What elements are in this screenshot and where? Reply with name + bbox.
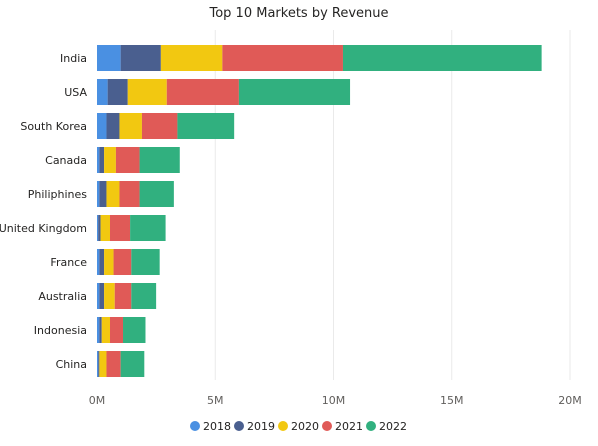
bar-segment-2018[interactable] [97, 181, 100, 207]
legend-marker [190, 421, 200, 431]
bar-segment-2022[interactable] [139, 181, 174, 207]
x-tick-label: 0M [89, 394, 106, 407]
category-label: Indonesia [34, 324, 87, 337]
bar-segment-2019[interactable] [99, 181, 107, 207]
category-axis: India USA South Korea Canada Philiphines Unit… [0, 52, 87, 371]
legend-label: 2018 [203, 420, 231, 433]
category-label: Philiphines [28, 188, 88, 201]
bar-segment-2021[interactable] [114, 283, 132, 309]
bar-segment-2022[interactable] [123, 317, 146, 343]
bar-segment-2018[interactable] [97, 283, 100, 309]
value-axis: 0M 5M 10M 15M 20M [89, 394, 582, 407]
bar-segment-2019[interactable] [98, 215, 101, 241]
x-tick-label: 10M [322, 394, 346, 407]
bar-segment-2020[interactable] [104, 249, 114, 275]
bar-segment-2018[interactable] [97, 351, 99, 377]
bar-segment-2021[interactable] [166, 79, 239, 105]
bar-segment-2020[interactable] [119, 113, 142, 139]
bar-segment-2020[interactable] [101, 317, 111, 343]
bar-segment-2020[interactable] [99, 351, 107, 377]
bar-segment-2018[interactable] [97, 113, 107, 139]
bar-segment-2020[interactable] [104, 283, 115, 309]
bar-segment-2022[interactable] [131, 249, 160, 275]
bar-segment-2019[interactable] [99, 147, 105, 173]
category-label: United Kingdom [0, 222, 87, 235]
bar-segment-2019[interactable] [99, 283, 105, 309]
bar-segment-2018[interactable] [97, 79, 108, 105]
bar-segment-2019[interactable] [98, 351, 100, 377]
bar-series [97, 45, 542, 377]
bar-segment-2019[interactable] [120, 45, 161, 71]
bar-segment-2021[interactable] [119, 181, 140, 207]
bar-segment-2022[interactable] [120, 351, 145, 377]
legend-item[interactable]: 2018 [190, 420, 231, 433]
bar-segment-2020[interactable] [104, 147, 116, 173]
bar-segment-2021[interactable] [222, 45, 343, 71]
bar-segment-2018[interactable] [97, 147, 100, 173]
bar-segment-2020[interactable] [106, 181, 120, 207]
bar-segment-2022[interactable] [177, 113, 235, 139]
bar-segment-2019[interactable] [99, 317, 102, 343]
bar-segment-2018[interactable] [97, 45, 121, 71]
category-label: Australia [38, 290, 87, 303]
legend-label: 2022 [379, 420, 407, 433]
bar-segment-2021[interactable] [110, 317, 124, 343]
x-tick-label: 15M [440, 394, 464, 407]
bar-segment-2022[interactable] [342, 45, 542, 71]
legend-label: 2021 [335, 420, 363, 433]
bar-segment-2021[interactable] [106, 351, 121, 377]
legend-item[interactable]: 2021 [322, 420, 363, 433]
bar-segment-2021[interactable] [141, 113, 178, 139]
chart-title: Top 10 Markets by Revenue [208, 6, 388, 21]
legend-item[interactable]: 2020 [278, 420, 319, 433]
legend-marker [234, 421, 244, 431]
legend-label: 2020 [291, 420, 319, 433]
bar-segment-2018[interactable] [97, 249, 100, 275]
category-label: Canada [45, 154, 87, 167]
legend-marker [322, 421, 332, 431]
bar-segment-2019[interactable] [107, 79, 128, 105]
legend-label: 2019 [247, 420, 275, 433]
category-label: France [50, 256, 87, 269]
legend-item[interactable]: 2019 [234, 420, 275, 433]
bar-segment-2020[interactable] [160, 45, 223, 71]
bar-segment-2022[interactable] [238, 79, 351, 105]
category-label: China [56, 358, 87, 371]
category-label: India [60, 52, 87, 65]
bar-segment-2021[interactable] [110, 215, 131, 241]
bar-segment-2019[interactable] [106, 113, 120, 139]
legend: 2018 2019 2020 2021 2022 [190, 420, 407, 433]
bar-segment-2021[interactable] [115, 147, 140, 173]
x-tick-label: 20M [558, 394, 582, 407]
category-label: South Korea [20, 120, 87, 133]
bar-segment-2020[interactable] [100, 215, 111, 241]
bar-segment-2020[interactable] [127, 79, 167, 105]
x-tick-label: 5M [207, 394, 224, 407]
bar-segment-2021[interactable] [113, 249, 132, 275]
category-label: USA [64, 86, 87, 99]
bar-segment-2022[interactable] [139, 147, 180, 173]
bar-segment-2018[interactable] [97, 215, 99, 241]
legend-item[interactable]: 2022 [366, 420, 407, 433]
bar-segment-2022[interactable] [131, 283, 157, 309]
bar-segment-2019[interactable] [99, 249, 105, 275]
bar-segment-2018[interactable] [97, 317, 100, 343]
legend-marker [278, 421, 288, 431]
legend-marker [366, 421, 376, 431]
bar-segment-2022[interactable] [130, 215, 166, 241]
